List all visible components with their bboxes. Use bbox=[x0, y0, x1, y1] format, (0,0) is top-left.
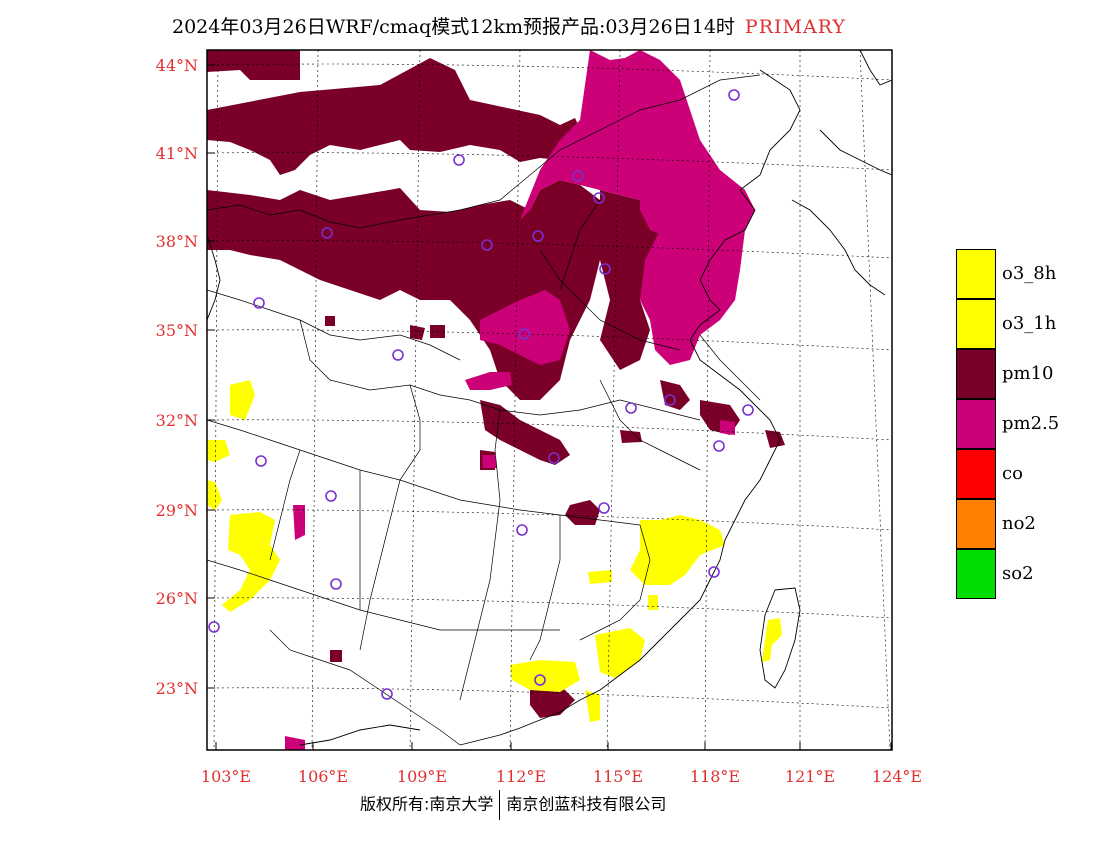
legend-label: no2 bbox=[1002, 513, 1036, 534]
axis-ticks bbox=[207, 64, 892, 750]
station-marker-icon bbox=[599, 263, 611, 275]
lat-label: 41°N bbox=[156, 144, 198, 163]
station-marker-icon bbox=[321, 227, 333, 239]
legend-item-o3-1h: o3_1h bbox=[956, 299, 1086, 349]
station-marker-icon bbox=[728, 89, 740, 101]
title-primary-tag: PRIMARY bbox=[744, 16, 846, 38]
station-marker-icon bbox=[548, 452, 560, 464]
graticule bbox=[207, 50, 892, 750]
title-main: 2024年03月26日WRF/cmaq模式12km预报产品:03月26日14时 bbox=[172, 16, 735, 38]
copyright-footer: 版权所有:南京大学 南京创蓝科技有限公司 bbox=[360, 790, 666, 820]
lon-label: 115°E bbox=[593, 767, 643, 786]
lat-label: 35°N bbox=[156, 321, 198, 340]
lon-labels: 103°E 106°E 109°E 112°E 115°E 118°E 121°… bbox=[201, 767, 922, 786]
legend-item-co: co bbox=[956, 449, 1086, 499]
legend-swatch bbox=[956, 499, 996, 549]
legend-label: pm2.5 bbox=[1002, 413, 1060, 434]
station-marker-icon bbox=[516, 524, 528, 536]
map-frame bbox=[206, 49, 893, 751]
station-marker-icon bbox=[532, 230, 544, 242]
legend-swatch bbox=[956, 249, 996, 299]
legend-label: o3_8h bbox=[1002, 263, 1057, 284]
legend-swatch bbox=[956, 549, 996, 599]
lat-label: 26°N bbox=[156, 589, 198, 608]
legend-item-so2: so2 bbox=[956, 549, 1086, 599]
station-marker-icon bbox=[255, 455, 267, 467]
copyright-right: 南京创蓝科技有限公司 bbox=[506, 794, 667, 814]
legend-item-o3-8h: o3_8h bbox=[956, 249, 1086, 299]
station-markers bbox=[208, 89, 754, 700]
station-marker-icon bbox=[518, 328, 530, 340]
lon-label: 106°E bbox=[298, 767, 348, 786]
station-marker-icon bbox=[742, 404, 754, 416]
lon-label: 124°E bbox=[872, 767, 922, 786]
station-marker-icon bbox=[330, 578, 342, 590]
o3-regions bbox=[207, 380, 782, 722]
lat-label: 32°N bbox=[156, 411, 198, 430]
station-marker-icon bbox=[534, 674, 546, 686]
legend-item-pm25: pm2.5 bbox=[956, 399, 1086, 449]
lat-label: 29°N bbox=[156, 501, 198, 520]
legend-item-no2: no2 bbox=[956, 499, 1086, 549]
station-marker-icon bbox=[208, 621, 220, 633]
pm25-regions bbox=[285, 50, 755, 750]
province-boundaries bbox=[207, 74, 761, 746]
lat-label: 44°N bbox=[156, 56, 198, 75]
station-marker-icon bbox=[381, 688, 393, 700]
station-marker-icon bbox=[572, 170, 584, 182]
legend-label: co bbox=[1002, 463, 1023, 484]
legend-label: so2 bbox=[1002, 563, 1034, 584]
lon-label: 103°E bbox=[201, 767, 251, 786]
station-marker-icon bbox=[481, 239, 493, 251]
station-marker-icon bbox=[392, 349, 404, 361]
station-marker-icon bbox=[593, 192, 605, 204]
legend-swatch bbox=[956, 399, 996, 449]
station-marker-icon bbox=[708, 566, 720, 578]
station-marker-icon bbox=[664, 394, 676, 406]
map-title: 2024年03月26日WRF/cmaq模式12km预报产品:03月26日14时 P… bbox=[172, 12, 846, 39]
station-marker-icon bbox=[598, 502, 610, 514]
map-plot-area bbox=[207, 50, 892, 750]
lon-label: 112°E bbox=[496, 767, 546, 786]
lon-label: 118°E bbox=[690, 767, 740, 786]
copyright-left: 版权所有:南京大学 bbox=[360, 794, 494, 814]
lon-label: 109°E bbox=[397, 767, 447, 786]
legend-swatch bbox=[956, 349, 996, 399]
lon-label: 121°E bbox=[785, 767, 835, 786]
legend-swatch bbox=[956, 449, 996, 499]
station-marker-icon bbox=[713, 440, 725, 452]
lat-labels: 44°N 41°N 38°N 35°N 32°N 29°N 26°N 23°N bbox=[156, 56, 198, 698]
legend-label: pm10 bbox=[1002, 363, 1054, 384]
legend-swatch bbox=[956, 299, 996, 349]
station-marker-icon bbox=[625, 402, 637, 414]
lat-label: 23°N bbox=[156, 679, 198, 698]
legend-item-pm10: pm10 bbox=[956, 349, 1086, 399]
lat-label: 38°N bbox=[156, 232, 198, 251]
pollutant-legend: o3_8h o3_1h pm10 pm2.5 co no2 so2 bbox=[956, 249, 1086, 599]
station-marker-icon bbox=[453, 154, 465, 166]
station-marker-icon bbox=[253, 297, 265, 309]
legend-label: o3_1h bbox=[1002, 313, 1057, 334]
station-marker-icon bbox=[325, 490, 337, 502]
footer-divider bbox=[499, 790, 501, 820]
